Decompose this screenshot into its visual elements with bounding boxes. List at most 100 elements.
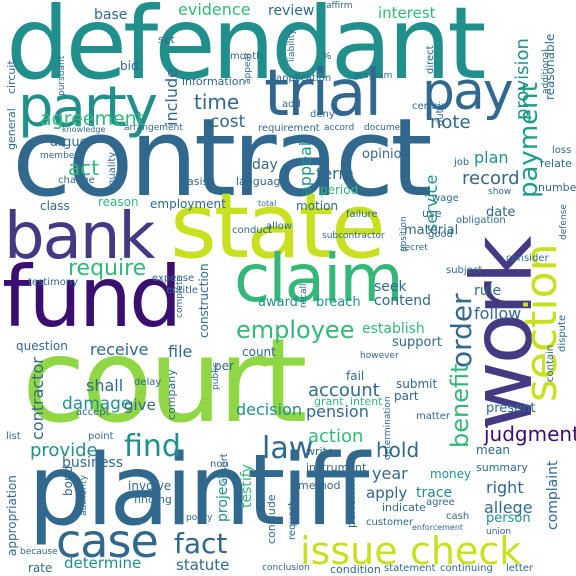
- word-company: company: [165, 369, 178, 420]
- word-relate: relate: [540, 157, 572, 170]
- word-job: job: [454, 157, 470, 168]
- word-hold: hold: [376, 438, 420, 462]
- word-opinion: opinion: [362, 147, 410, 162]
- word-appeal: appeal: [296, 141, 315, 196]
- word-establish: establish: [362, 321, 425, 337]
- word-knowledge: knowledge: [62, 125, 106, 134]
- word-indicate: indicate: [382, 501, 426, 514]
- word-case: case: [56, 514, 159, 568]
- word-trace: trace: [416, 485, 453, 501]
- word-liability: liability: [287, 29, 297, 62]
- word-public: public: [211, 362, 221, 390]
- word-present: present: [486, 401, 536, 416]
- word-accept: accept: [76, 407, 110, 418]
- word-write: write: [306, 445, 334, 458]
- word-add: add: [282, 99, 301, 110]
- word-motion: motion: [296, 199, 339, 213]
- word-fund: fund: [2, 248, 182, 346]
- word-member: member: [40, 151, 79, 161]
- word-submit: submit: [396, 377, 438, 391]
- word-decision: decision: [236, 400, 302, 419]
- word-good: good: [428, 229, 453, 240]
- word-complaint: complaint: [545, 460, 561, 530]
- word-program: program: [354, 71, 393, 81]
- word-term: term: [316, 164, 354, 183]
- word-seek: seek: [374, 279, 407, 295]
- word-quality: quality: [107, 151, 118, 186]
- word-material: material: [404, 223, 459, 238]
- word-time: time: [194, 90, 240, 114]
- word-authority: authority: [79, 474, 89, 516]
- word-affirm: affirm: [326, 1, 353, 11]
- word-determination: determination: [383, 396, 393, 460]
- word-finding: finding: [134, 493, 172, 506]
- word-file: file: [168, 342, 193, 361]
- word-plaintiff: plaintiff: [28, 434, 369, 548]
- word-base: base: [94, 7, 128, 23]
- word-grant: grant: [314, 395, 344, 408]
- word-union: union: [486, 527, 512, 537]
- word-arrangement: arrangement: [124, 123, 183, 133]
- word-check: check: [410, 529, 522, 573]
- word-party: party: [18, 75, 158, 140]
- word-recall: recall: [299, 283, 309, 308]
- word-pension: pension: [306, 402, 369, 421]
- word-intent: intent: [350, 395, 383, 408]
- word-contractor: contractor: [28, 357, 47, 440]
- word-class: class: [40, 199, 70, 213]
- word-delay: delay: [134, 377, 162, 388]
- word-point: point: [88, 431, 114, 442]
- word-basis: basis: [180, 175, 209, 188]
- word-business: business: [62, 455, 124, 471]
- word-breach: breach: [316, 295, 361, 310]
- word-contract: contract: [12, 96, 433, 221]
- word-accord: accord: [324, 123, 355, 133]
- word-entitle: entitle: [166, 285, 199, 296]
- word-document: document: [364, 123, 410, 133]
- word-wage: wage: [432, 193, 459, 204]
- word-damage: damage: [62, 394, 132, 414]
- word-percent: %: [322, 51, 332, 62]
- word-individual: individual: [141, 148, 151, 192]
- word-condition: condition: [330, 563, 381, 576]
- word-circuit: circuit: [5, 60, 18, 94]
- word-testify: testify: [239, 464, 255, 508]
- word-fact: fact: [174, 527, 228, 560]
- word-find: find: [124, 429, 181, 464]
- word-however: however: [360, 351, 399, 361]
- word-involve: involve: [128, 479, 172, 493]
- word-defendant: defendant: [6, 0, 486, 102]
- word-appropriation: appropriation: [5, 475, 19, 556]
- word-agreement: agreement: [40, 108, 145, 130]
- word-rate: rate: [28, 561, 53, 575]
- word-show: show: [488, 187, 512, 197]
- word-court: court: [22, 314, 307, 449]
- word-evidence: evidence: [178, 0, 251, 19]
- word-support: support: [392, 335, 442, 350]
- word-general: general: [5, 108, 18, 150]
- word-policy: policy: [186, 513, 213, 523]
- word-secret: secret: [400, 243, 428, 253]
- word-cash: cash: [446, 511, 470, 522]
- word-reason: reason: [98, 195, 139, 209]
- word-review: review: [268, 3, 315, 19]
- word-year: year: [372, 464, 408, 483]
- word-loss: loss: [552, 145, 572, 156]
- word-construction: construction: [197, 263, 211, 338]
- word-number: number: [538, 181, 576, 194]
- word-appear: appear: [243, 52, 253, 84]
- word-contain: contain: [545, 344, 556, 382]
- word-award: award: [258, 295, 298, 310]
- word-pursuant: pursuant: [57, 55, 67, 96]
- word-duty: duty: [435, 103, 446, 126]
- word-customer: customer: [366, 517, 414, 528]
- word-matter: matter: [416, 411, 450, 422]
- word-argue: argue: [50, 135, 88, 150]
- word-list: list: [6, 431, 21, 442]
- word-certain: certain: [412, 101, 447, 112]
- word-action: action: [308, 426, 364, 447]
- word-bid: bid: [120, 59, 139, 73]
- word-method: method: [298, 479, 341, 492]
- word-month: month: [230, 51, 263, 62]
